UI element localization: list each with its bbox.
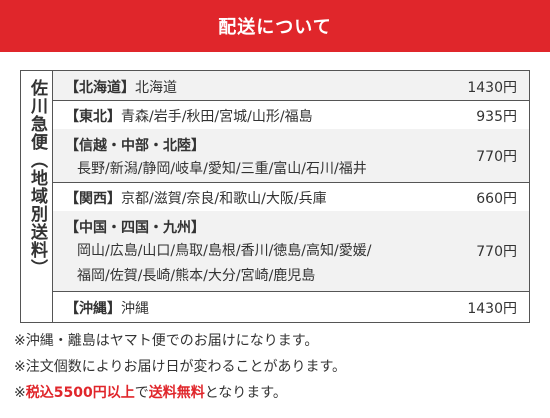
- region-row-chugoku-shikoku-kyushu: 【中国・四国・九州】 岡山/広島/山口/鳥取/島根/香川/徳島/高知/愛媛/ 福…: [53, 211, 529, 292]
- region-row-hokkaido: 【北海道】北海道 1430円: [53, 71, 529, 101]
- region-row-tohoku: 【東北】青森/岩手/秋田/宮城/山形/福島 935円: [53, 100, 529, 130]
- region-name: 【信越・中部・北陸】: [65, 138, 205, 154]
- note-delivery-date: ※注文個数によりお届け日が変わることがあります。: [14, 359, 347, 375]
- region-prefectures: 青森/岩手/秋田/宮城/山形/福島: [121, 109, 313, 125]
- free-shipping-threshold: 税込5500円以上: [25, 385, 135, 401]
- region-name: 【沖縄】: [65, 301, 121, 317]
- region-row-kansai: 【関西】京都/滋賀/奈良/和歌山/大阪/兵庫 660円: [53, 182, 529, 212]
- region-name: 【北海道】: [65, 80, 135, 96]
- shipping-rate-table: 佐川急便（地域別送料） 【北海道】北海道 1430円 【東北】青森/岩手/秋田/…: [20, 70, 530, 323]
- region-row-okinawa: 【沖縄】沖縄 1430円: [53, 291, 529, 322]
- region-line: 【中国・四国・九州】: [65, 217, 205, 237]
- region-price: 935円: [476, 109, 517, 125]
- region-price: 770円: [476, 149, 517, 165]
- region-line: 【北海道】北海道: [65, 77, 177, 97]
- note-suffix: となります。: [204, 385, 287, 401]
- region-price: 770円: [476, 244, 517, 260]
- region-prefectures: 岡山/広島/山口/鳥取/島根/香川/徳島/高知/愛媛/: [77, 243, 372, 259]
- page-title: 配送について: [218, 17, 332, 38]
- region-line: 【東北】青森/岩手/秋田/宮城/山形/福島: [65, 106, 313, 126]
- free-shipping-label: 送料無料: [148, 385, 205, 401]
- region-prefectures: 長野/新潟/静岡/岐阜/愛知/三重/富山/石川/福井: [77, 161, 367, 177]
- region-prefectures: 京都/滋賀/奈良/和歌山/大阪/兵庫: [121, 191, 327, 207]
- carrier-label-cell: 佐川急便（地域別送料）: [21, 71, 53, 322]
- region-line: 【沖縄】沖縄: [65, 298, 149, 318]
- note-okinawa-islands: ※沖縄・離島はヤマト便でのお届けになります。: [14, 333, 319, 349]
- region-name: 【中国・四国・九州】: [65, 220, 205, 236]
- carrier-label: 佐川急便（地域別送料）: [27, 79, 47, 277]
- note-free-shipping: ※税込5500円以上で送料無料となります。: [14, 382, 287, 402]
- region-line: 【関西】京都/滋賀/奈良/和歌山/大阪/兵庫: [65, 188, 327, 208]
- region-name: 【東北】: [65, 109, 121, 125]
- region-name: 【関西】: [65, 191, 121, 207]
- region-prefectures: 北海道: [135, 80, 177, 96]
- page-header: 配送について: [0, 0, 550, 52]
- region-prefectures: 福岡/佐賀/長崎/熊本/大分/宮崎/鹿児島: [77, 268, 316, 284]
- region-price: 1430円: [467, 80, 517, 96]
- note-mid: で: [134, 385, 149, 401]
- region-prefectures: 沖縄: [121, 301, 149, 317]
- region-price: 1430円: [467, 301, 517, 317]
- region-line: 【信越・中部・北陸】: [65, 135, 205, 155]
- note-prefix: ※: [14, 385, 26, 401]
- region-row-chubu: 【信越・中部・北陸】 長野/新潟/静岡/岐阜/愛知/三重/富山/石川/福井 77…: [53, 129, 529, 183]
- region-price: 660円: [476, 191, 517, 207]
